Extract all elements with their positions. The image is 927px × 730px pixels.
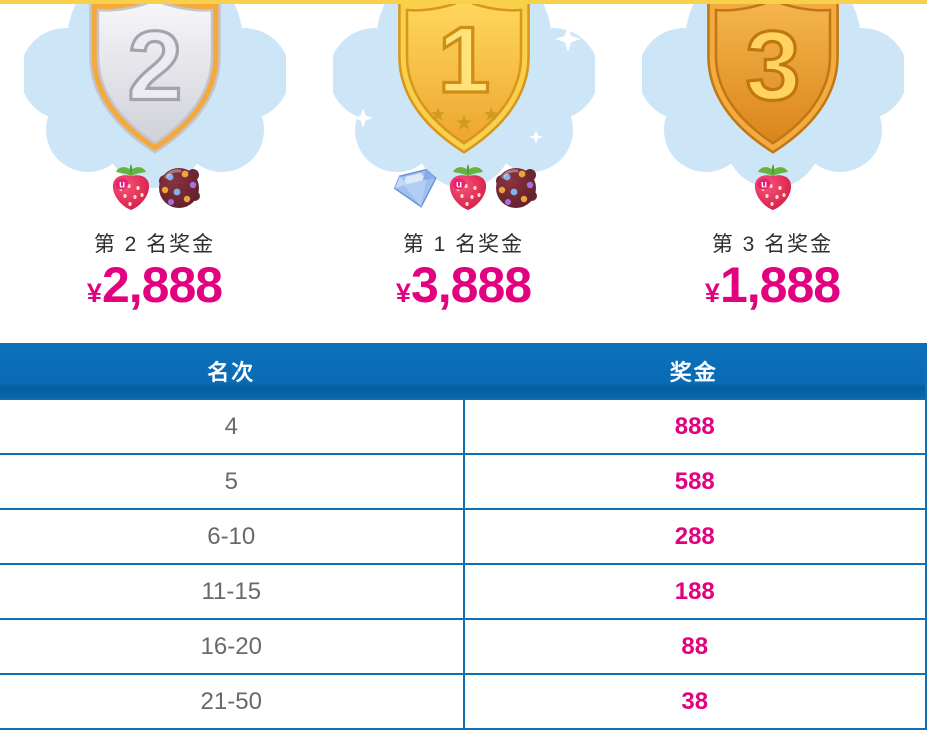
candy-icons-row: u — [618, 162, 927, 214]
prize-value: 188 — [462, 565, 926, 618]
diamond-icon — [393, 168, 437, 208]
silver-shield-badge-icon: 2 — [79, 4, 231, 156]
column-header-prize: 奖金 — [669, 359, 718, 385]
currency-symbol: ¥ — [704, 278, 720, 308]
bronze-shield-badge-icon: 3 — [697, 4, 849, 156]
table-row: 4 888 — [0, 398, 925, 453]
table-row: 5 588 — [0, 453, 925, 508]
prize-value: 88 — [462, 620, 926, 673]
prize-table-header: 名次 奖金 — [0, 343, 925, 398]
prize-label: 第 1 名奖金 — [402, 233, 525, 256]
table-row: 21-50 38 — [0, 673, 925, 728]
prize-amount: ¥1,888 — [618, 256, 927, 327]
prize-label: 第 2 名奖金 — [93, 233, 216, 256]
strawberry-icon: u — [754, 164, 791, 210]
rank-value: 4 — [224, 412, 238, 440]
table-row: 16-20 88 — [0, 618, 925, 673]
prize-amount: ¥3,888 — [309, 256, 618, 327]
strawberry-icon: u — [449, 164, 486, 210]
amount-value: 2,888 — [101, 257, 223, 313]
badge-rank-number: 2 — [127, 11, 182, 121]
badge-rank-number: 3 — [745, 11, 800, 121]
svg-text:u: u — [760, 180, 766, 191]
prize-table: 名次 奖金 4 888 5 588 6-10 288 11-15 188 16-… — [0, 343, 927, 730]
rank-value: 16-20 — [200, 632, 262, 660]
podium-third-place: 3 u 第 3 名奖金 ¥1,888 — [618, 4, 927, 343]
podium-second-place: 2 u — [0, 4, 309, 343]
candy-icons-row: u — [0, 162, 309, 214]
prize-value: 588 — [462, 455, 926, 508]
amount-value: 1,888 — [719, 257, 841, 313]
top-banner-edge — [0, 0, 927, 4]
strawberry-icon: u — [112, 164, 150, 210]
rank-value: 5 — [224, 467, 238, 495]
table-row: 6-10 288 — [0, 508, 925, 563]
prize-value: 288 — [462, 510, 926, 563]
svg-text:u: u — [119, 180, 125, 191]
currency-symbol: ¥ — [395, 278, 411, 308]
prize-value: 888 — [462, 400, 926, 453]
rank-value: 21-50 — [200, 687, 262, 715]
candy-icons-row: u — [309, 162, 618, 214]
podium-section: 2 u — [0, 4, 927, 343]
bonbon-icon — [495, 168, 537, 208]
rank-value: 6-10 — [207, 522, 256, 550]
table-row: 11-15 188 — [0, 563, 925, 618]
badge-rank-number: 1 — [437, 7, 489, 112]
prize-amount: ¥2,888 — [0, 256, 309, 327]
prize-value: 38 — [462, 675, 926, 728]
bonbon-icon — [159, 168, 200, 208]
podium-first-place: 1 — [309, 4, 618, 343]
rank-value: 11-15 — [201, 577, 262, 605]
column-header-rank: 名次 — [207, 359, 256, 385]
badge-stars-icon — [430, 107, 498, 130]
gold-shield-badge-icon: 1 — [388, 4, 540, 156]
amount-value: 3,888 — [410, 257, 532, 313]
prize-label: 第 3 名奖金 — [711, 233, 834, 256]
currency-symbol: ¥ — [86, 278, 102, 308]
svg-text:u: u — [455, 180, 461, 191]
